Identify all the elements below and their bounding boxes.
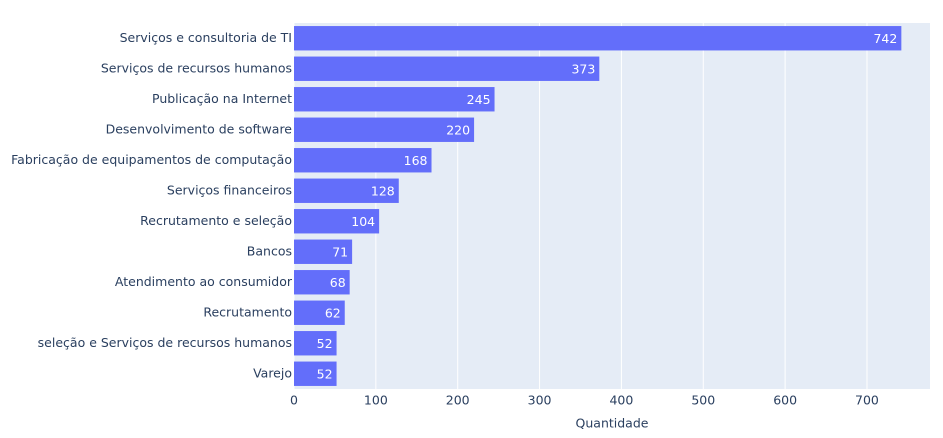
data-label: 128 bbox=[371, 183, 395, 198]
plot-background bbox=[294, 23, 930, 389]
data-label: 245 bbox=[467, 92, 491, 107]
bar bbox=[294, 239, 353, 264]
data-label: 168 bbox=[404, 153, 428, 168]
y-tick-label: Varejo bbox=[253, 365, 292, 380]
y-tick-label: Desenvolvimento de software bbox=[106, 121, 293, 136]
x-tick-label: 600 bbox=[773, 393, 797, 408]
data-label: 373 bbox=[571, 61, 595, 76]
y-tick-label: Serviços financeiros bbox=[167, 182, 292, 197]
data-label: 71 bbox=[332, 244, 348, 259]
y-tick-label: Recrutamento bbox=[203, 304, 292, 319]
y-tick-label: Serviços e consultoria de TI bbox=[120, 30, 292, 45]
data-label: 742 bbox=[873, 31, 897, 46]
bar bbox=[294, 148, 432, 173]
y-tick-label: seleção e Serviços de recursos humanos bbox=[38, 335, 292, 350]
y-tick-label: Fabricação de equipamentos de computação bbox=[11, 152, 292, 167]
bar bbox=[294, 270, 350, 295]
bar bbox=[294, 209, 380, 234]
y-tick-label: Bancos bbox=[247, 243, 292, 258]
bar bbox=[294, 361, 337, 386]
x-axis-title: Quantidade bbox=[576, 416, 649, 431]
x-tick-label: 200 bbox=[446, 393, 470, 408]
bar bbox=[294, 300, 345, 325]
x-tick-label: 300 bbox=[528, 393, 552, 408]
x-tick-label: 100 bbox=[364, 393, 388, 408]
y-tick-label: Atendimento ao consumidor bbox=[115, 274, 293, 289]
x-tick-label: 400 bbox=[609, 393, 633, 408]
data-label: 220 bbox=[446, 122, 470, 137]
x-tick-label: 0 bbox=[290, 393, 298, 408]
data-label: 68 bbox=[330, 275, 346, 290]
x-tick-label: 500 bbox=[691, 393, 715, 408]
data-label: 104 bbox=[351, 214, 375, 229]
bar bbox=[294, 87, 495, 112]
y-tick-label: Recrutamento e seleção bbox=[140, 213, 292, 228]
data-label: 62 bbox=[325, 305, 341, 320]
bar bbox=[294, 26, 902, 51]
y-tick-label: Serviços de recursos humanos bbox=[101, 60, 292, 75]
data-label: 52 bbox=[317, 336, 333, 351]
bar bbox=[294, 56, 600, 81]
y-tick-label: Publicação na Internet bbox=[152, 91, 292, 106]
x-tick-label: 700 bbox=[855, 393, 879, 408]
bar bbox=[294, 331, 337, 356]
data-label: 52 bbox=[317, 366, 333, 381]
bar bbox=[294, 178, 399, 203]
bar bbox=[294, 117, 475, 142]
